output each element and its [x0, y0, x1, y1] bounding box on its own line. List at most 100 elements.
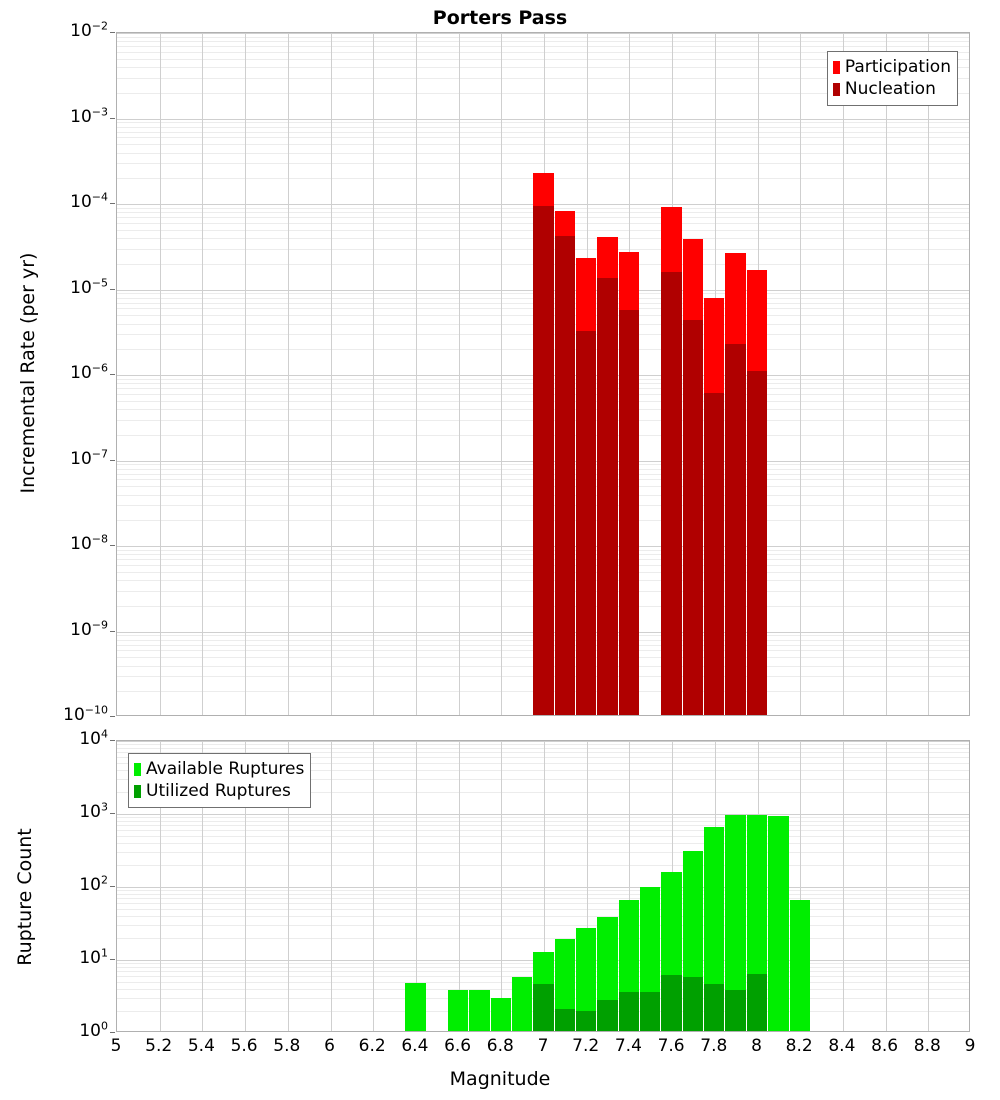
legend-label-utilized-ruptures: Utilized Ruptures [146, 780, 291, 801]
legend-item-participation: Participation [832, 56, 951, 78]
gridline-minor [117, 67, 969, 68]
x-tick-label: 8.6 [871, 1036, 899, 1056]
y-tick-mark [110, 631, 115, 632]
bar-nucleation [704, 393, 725, 715]
gridline-minor [117, 144, 969, 145]
gridline-vertical [202, 33, 203, 715]
y-axis-label-top: Incremental Rate (per yr) [17, 252, 39, 494]
gridline-vertical [629, 741, 630, 1031]
bar-participation [682, 238, 704, 715]
gridline-minor [117, 830, 969, 831]
x-tick-label: 5 [110, 1036, 122, 1056]
gridline-vertical [459, 741, 460, 1031]
bar-nucleation [746, 371, 768, 715]
bar-available-ruptures [533, 952, 554, 1031]
x-tick-label: 9 [964, 1036, 976, 1056]
gridline-minor [117, 843, 969, 844]
y-tick-label: 10−5 [70, 275, 108, 298]
bar-participation [661, 206, 682, 715]
gridline-vertical [331, 741, 332, 1031]
gridline-vertical [928, 741, 929, 1031]
x-tick-label: 7.2 [572, 1036, 600, 1056]
bar-available-ruptures [576, 927, 597, 1031]
gridline-minor [117, 46, 969, 47]
y-tick-mark [110, 118, 115, 119]
bar-available-ruptures [447, 990, 469, 1031]
bar-nucleation [618, 310, 640, 715]
gridline-minor [117, 59, 969, 60]
x-tick-label: 6 [324, 1036, 335, 1056]
x-tick-label: 7 [537, 1036, 549, 1056]
gridline-minor [117, 925, 969, 926]
y-tick-mark [110, 203, 115, 204]
legend-item-available-ruptures: Available Ruptures [134, 758, 304, 780]
bar-participation [576, 258, 597, 715]
gridline-vertical [288, 741, 289, 1031]
gridline-minor [117, 41, 969, 42]
legend-rupture-count: Available Ruptures Utilized Ruptures [128, 753, 312, 808]
bar-available-ruptures [768, 816, 789, 1031]
gridline-vertical [501, 741, 502, 1031]
gridline-vertical [416, 741, 417, 1031]
red-bars-group [117, 33, 969, 715]
gridline-vertical [843, 741, 844, 1031]
utilized-ruptures-swatch-icon [134, 784, 141, 798]
y-tick-mark [110, 289, 115, 290]
gridline-vertical [245, 33, 246, 715]
y-tick-mark [110, 545, 115, 546]
x-tick-label: 5.4 [187, 1036, 215, 1056]
gridline-major [117, 814, 969, 815]
x-tick-label: 6.4 [401, 1036, 429, 1056]
y-tick-label: 10−9 [70, 617, 108, 640]
gridline-vertical [245, 741, 246, 1031]
bar-utilized-ruptures [661, 975, 682, 1031]
bar-nucleation [725, 343, 746, 715]
y-tick-label: 10−4 [70, 190, 108, 212]
legend-incremental-rate: Participation Nucleation [826, 51, 958, 106]
gridline-minor [117, 748, 969, 749]
gridline-vertical [416, 33, 417, 715]
gridline-major [117, 887, 969, 888]
incremental-rate-plot: Participation Nucleation [116, 32, 970, 716]
gridline-vertical [886, 741, 887, 1031]
participation-swatch-icon [832, 60, 840, 74]
bar-nucleation [576, 331, 597, 715]
gridline-minor [117, 163, 969, 164]
y-tick-mark [110, 374, 115, 375]
gridline-minor [117, 752, 969, 753]
gridline-vertical [202, 741, 203, 1031]
y-tick-mark [110, 886, 115, 887]
gridline-minor [117, 52, 969, 53]
gridline-minor [117, 938, 969, 939]
y-tick-label: 10−6 [70, 361, 108, 383]
gridline-minor [117, 852, 969, 853]
gridline-minor [117, 153, 969, 154]
gridline-vertical [373, 33, 374, 715]
gridline-minor [117, 792, 969, 793]
y-tick-label: 101 [79, 946, 108, 968]
green-bars-group [117, 741, 969, 1031]
y-tick-label: 10−2 [70, 19, 108, 41]
bar-utilized-ruptures [640, 992, 661, 1031]
gridline-minor [117, 821, 969, 822]
gridline-minor [117, 817, 969, 818]
gridline-vertical [501, 33, 502, 715]
gridline-vertical [160, 741, 161, 1031]
bar-participation [725, 253, 746, 715]
gridline-minor [117, 825, 969, 826]
y-tick-label: 103 [79, 800, 108, 822]
bar-available-ruptures [746, 815, 768, 1031]
y-tick-label: 100 [79, 1019, 108, 1041]
gridline-minor [117, 763, 969, 764]
y-tick-mark [110, 959, 115, 960]
gridline-minor [117, 93, 969, 94]
gridline-minor [117, 779, 969, 780]
bar-available-ruptures [405, 983, 426, 1031]
legend-item-utilized-ruptures: Utilized Ruptures [134, 780, 304, 802]
gridline-vertical [800, 741, 801, 1031]
x-tick-label: 8 [751, 1036, 762, 1056]
bar-participation [618, 252, 640, 715]
gridline-vertical [843, 33, 844, 715]
gridline-vertical [928, 33, 929, 715]
bar-available-ruptures [597, 916, 618, 1031]
